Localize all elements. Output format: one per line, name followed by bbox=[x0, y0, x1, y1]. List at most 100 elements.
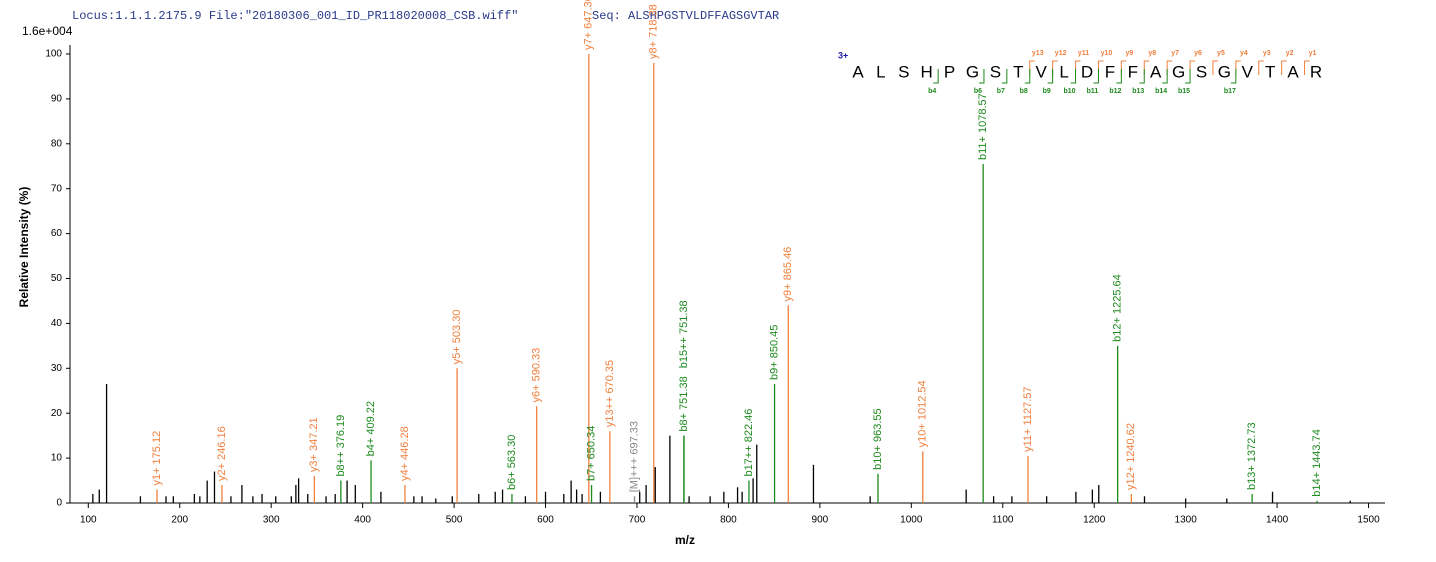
y-bracket bbox=[1189, 60, 1196, 75]
b-bracket bbox=[1093, 69, 1099, 84]
y-ion-label: y3 bbox=[1263, 50, 1271, 57]
peak-label: y5+ 503.30 bbox=[451, 310, 463, 365]
chart-title: Locus:1.1.1.2175.9 File:"20180306_001_ID… bbox=[72, 9, 518, 23]
y-bracket bbox=[1235, 60, 1241, 75]
charge-label: 3+ bbox=[838, 50, 848, 60]
residue: A bbox=[1287, 62, 1299, 81]
y-ion-label: y2 bbox=[1286, 50, 1294, 57]
y-tick-label: 10 bbox=[51, 453, 63, 464]
y-tick-label: 0 bbox=[56, 498, 62, 509]
b-ion-label: b10 bbox=[1064, 88, 1076, 95]
y-tick-label: 40 bbox=[51, 318, 63, 329]
peak-label: y10+ 1012.54 bbox=[917, 380, 929, 447]
residue: A bbox=[1150, 62, 1162, 81]
x-tick-label: 1500 bbox=[1357, 515, 1380, 526]
b-ion-label: b12 bbox=[1109, 88, 1121, 95]
peak-label: b8++ 376.19 bbox=[335, 415, 347, 477]
y-ion-label: y1 bbox=[1309, 50, 1317, 57]
residue: T bbox=[1013, 62, 1023, 81]
residue: S bbox=[990, 62, 1001, 81]
y-axis-label: Relative Intensity (%) bbox=[17, 187, 31, 308]
y-ion-label: y9 bbox=[1125, 50, 1133, 57]
peak-label: y4+ 446.28 bbox=[399, 426, 411, 481]
b-bracket bbox=[1024, 69, 1031, 84]
y-bracket bbox=[1029, 60, 1035, 75]
x-tick-label: 1200 bbox=[1083, 515, 1106, 526]
b-bracket bbox=[1162, 69, 1168, 84]
b-ion-label: b4 bbox=[928, 88, 936, 95]
b-bracket bbox=[978, 69, 985, 84]
y-bracket bbox=[1120, 60, 1127, 75]
b-ion-label: b8 bbox=[1020, 88, 1028, 95]
y-ion-label: y7 bbox=[1171, 50, 1179, 57]
peak-label: b10+ 963.55 bbox=[872, 408, 884, 469]
y-tick-label: 30 bbox=[51, 363, 63, 374]
chart-subtitle: Seq: ALSHPGSTVLDFFAGSGVTAR bbox=[592, 9, 779, 23]
peak-label: b17++ 822.46 bbox=[743, 409, 755, 477]
peak-label: b9+ 850.45 bbox=[768, 325, 780, 380]
b-bracket bbox=[1185, 69, 1191, 84]
b-ion-label: b6 bbox=[974, 88, 982, 95]
residue: L bbox=[876, 62, 885, 81]
peak-label: y7+ 647.36 bbox=[583, 0, 595, 50]
residue: T bbox=[1265, 62, 1275, 81]
b-ion-label: b17 bbox=[1224, 88, 1236, 95]
peak-label: b6+ 563.30 bbox=[506, 435, 518, 490]
residue: R bbox=[1310, 62, 1322, 81]
peak-label: [M]+++ 697.33 bbox=[628, 421, 640, 492]
peak-label: b13+ 1372.73 bbox=[1246, 422, 1258, 490]
y-bracket bbox=[1075, 60, 1081, 75]
peak-label: b12+ 1225.64 bbox=[1112, 274, 1124, 342]
peak-label: y8+ 718.38 bbox=[648, 4, 660, 59]
y-ion-label: y6 bbox=[1194, 50, 1202, 57]
b-ion-label: b15 bbox=[1178, 88, 1190, 95]
x-tick-label: 100 bbox=[80, 515, 97, 526]
y-tick-label: 60 bbox=[51, 228, 63, 239]
y-bracket bbox=[1097, 60, 1104, 75]
x-tick-label: 400 bbox=[354, 515, 371, 526]
y-bracket bbox=[1143, 60, 1150, 75]
residue: F bbox=[1128, 62, 1138, 81]
x-tick-label: 1000 bbox=[900, 515, 923, 526]
peak-label: y9+ 865.46 bbox=[782, 247, 794, 302]
b-bracket bbox=[1116, 69, 1122, 84]
x-tick-label: 300 bbox=[263, 515, 280, 526]
residue: G bbox=[1172, 62, 1185, 81]
x-tick-label: 800 bbox=[720, 515, 737, 526]
x-tick-label: 1400 bbox=[1266, 515, 1289, 526]
b-ion-label: b11 bbox=[1087, 88, 1099, 95]
y-ion-label: y10 bbox=[1101, 50, 1113, 57]
x-tick-label: 200 bbox=[171, 515, 188, 526]
y-ion-label: y5 bbox=[1217, 50, 1225, 57]
x-tick-label: 1300 bbox=[1175, 515, 1198, 526]
residue: D bbox=[1081, 62, 1093, 81]
b-bracket bbox=[1047, 69, 1054, 84]
y-ion-label: y13 bbox=[1032, 50, 1044, 57]
y-ion-label: y8 bbox=[1148, 50, 1156, 57]
y-bracket bbox=[1281, 60, 1287, 75]
peak-label: b8+ 751.38 bbox=[678, 376, 690, 431]
b-ion-label: b14 bbox=[1155, 88, 1167, 95]
residue: G bbox=[1218, 62, 1231, 81]
y-tick-label: 70 bbox=[51, 183, 63, 194]
y-tick-label: 50 bbox=[51, 273, 63, 284]
x-axis-label: m/z bbox=[675, 533, 695, 547]
x-tick-label: 700 bbox=[629, 515, 646, 526]
b-bracket bbox=[1139, 69, 1145, 84]
scale-label: 1.6e+004 bbox=[22, 24, 73, 38]
residue: P bbox=[944, 62, 955, 81]
y-bracket bbox=[1304, 60, 1310, 75]
x-tick-label: 600 bbox=[537, 515, 554, 526]
peak-label: y3+ 347.21 bbox=[308, 417, 320, 472]
peak-label: y2+ 246.16 bbox=[216, 426, 228, 481]
peak-label: y13++ 670.35 bbox=[604, 360, 616, 427]
y-bracket bbox=[1052, 60, 1058, 75]
residue: V bbox=[1036, 62, 1048, 81]
y-tick-label: 100 bbox=[45, 49, 62, 60]
y-bracket bbox=[1212, 60, 1218, 75]
residue: S bbox=[898, 62, 909, 81]
y-tick-label: 20 bbox=[51, 408, 63, 419]
b-bracket bbox=[1001, 69, 1008, 84]
